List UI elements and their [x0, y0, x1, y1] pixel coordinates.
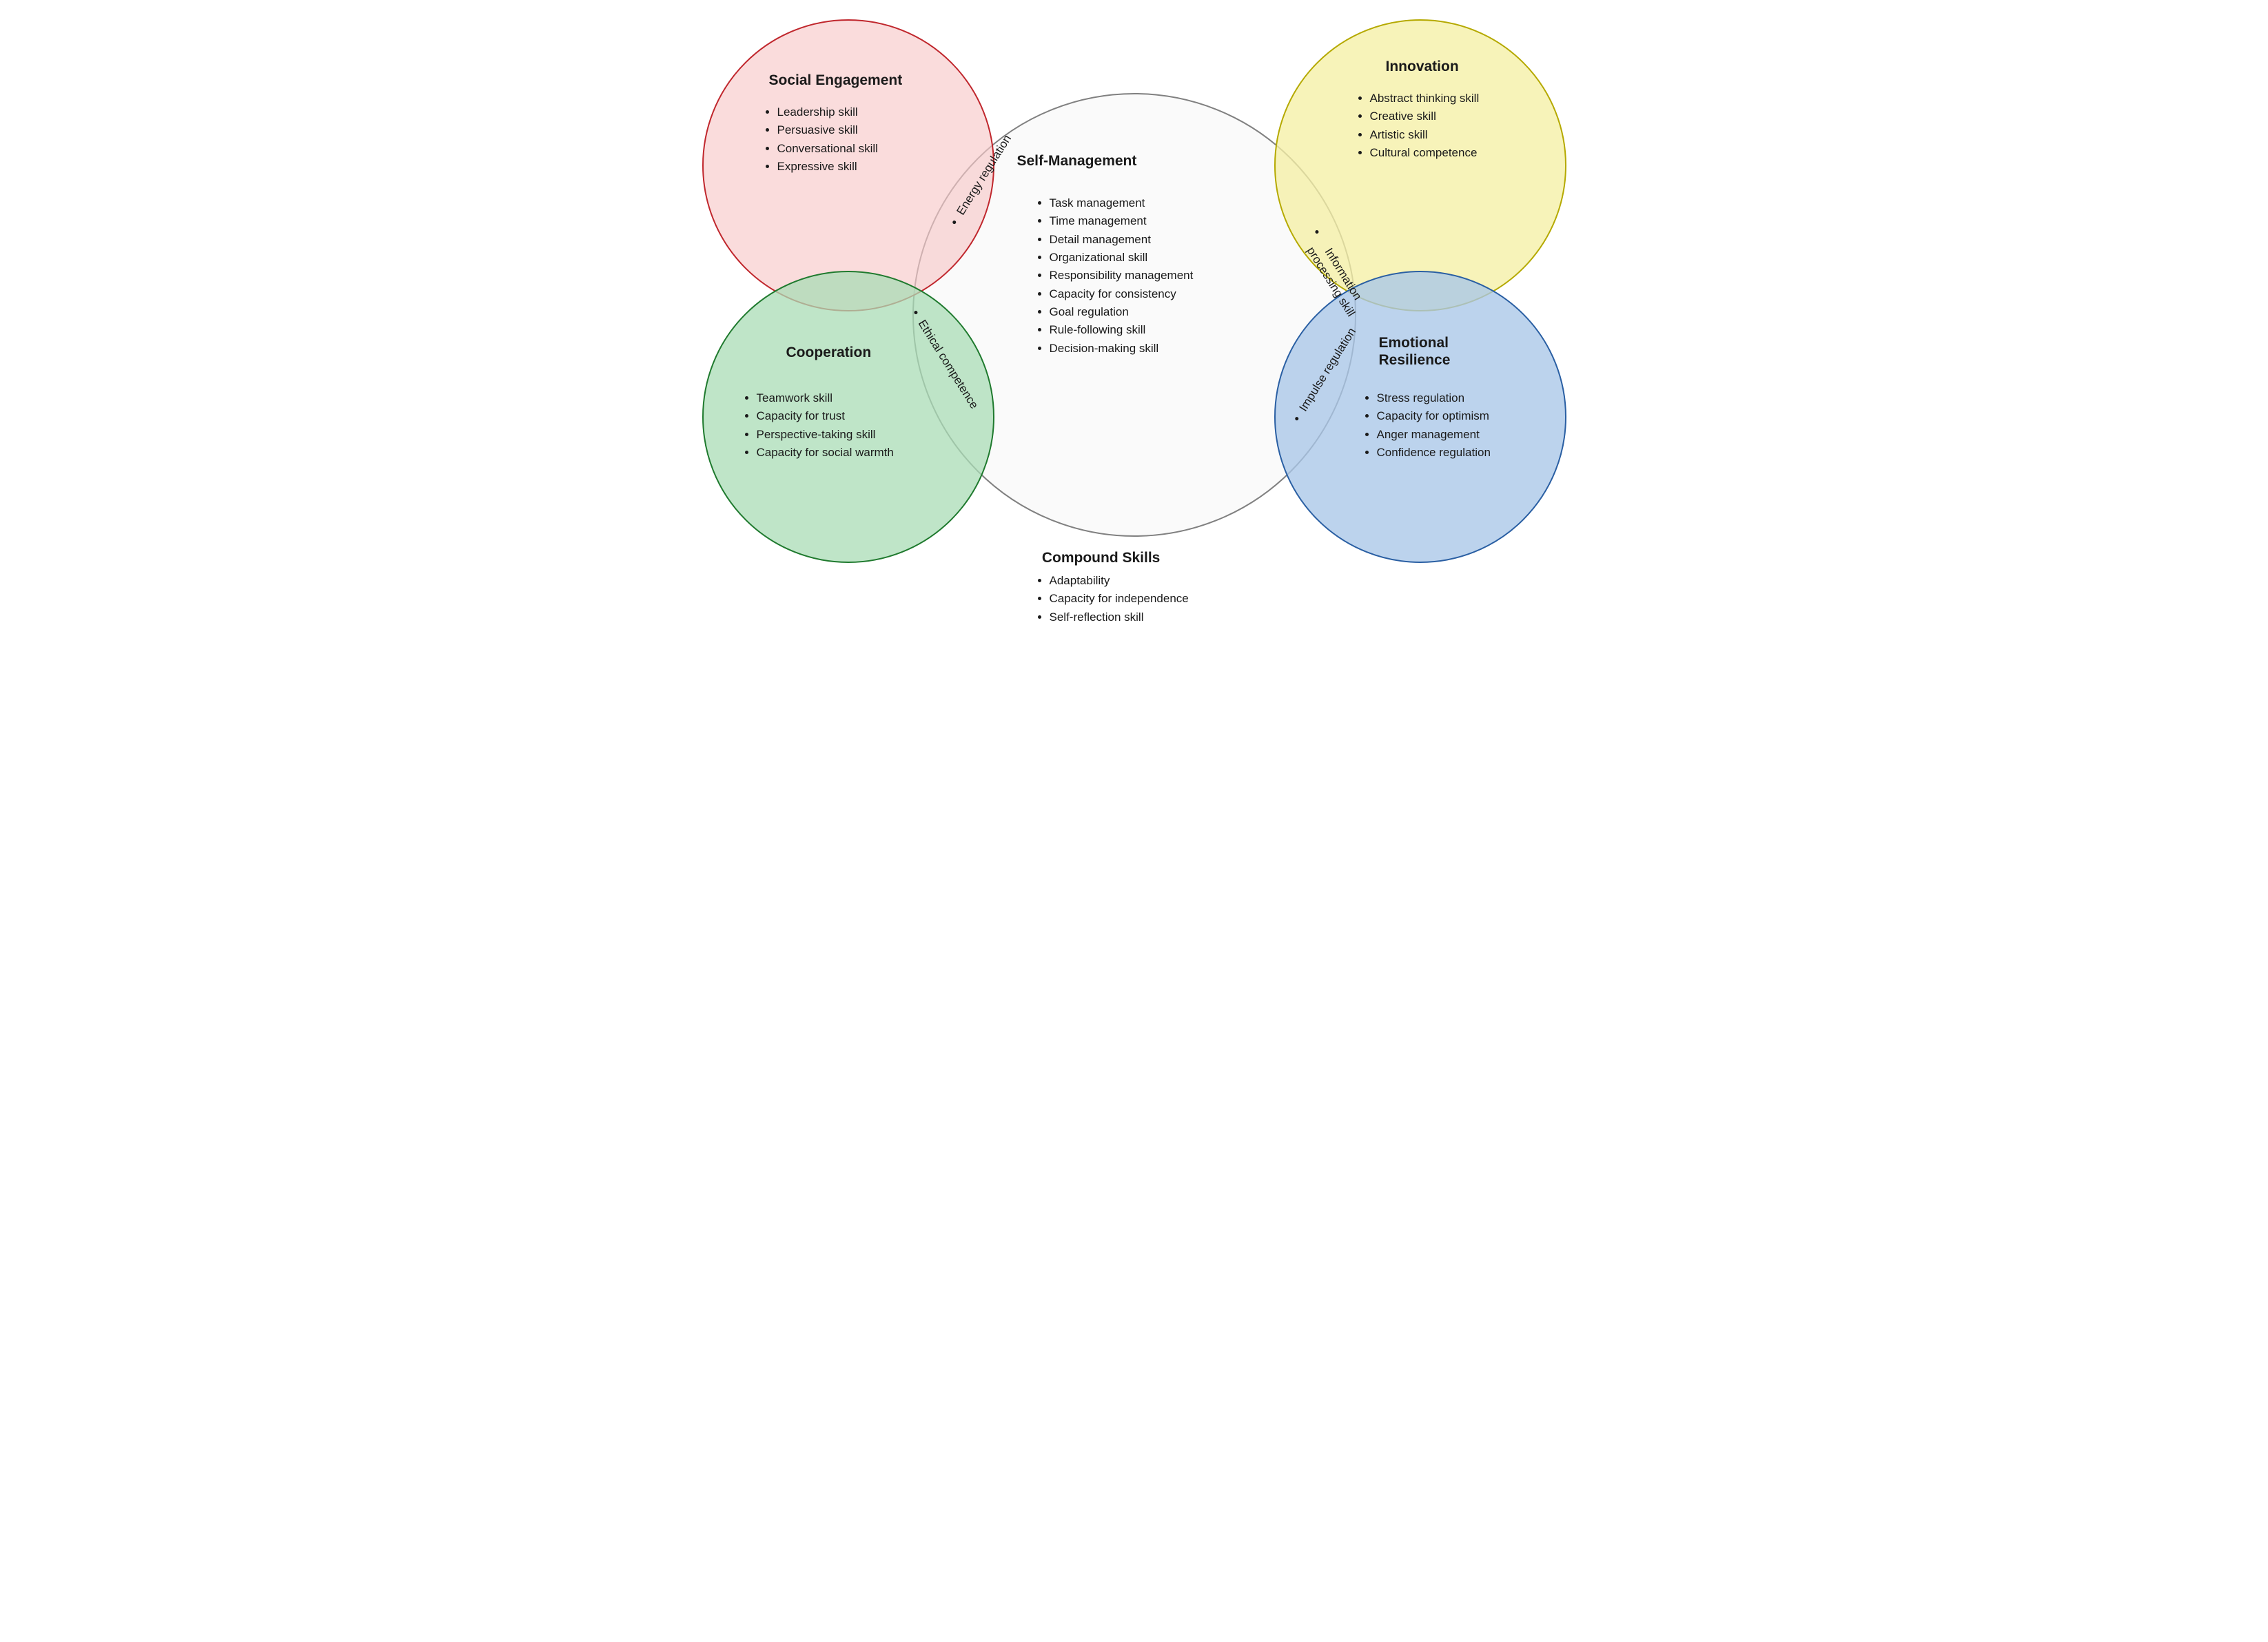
social-engagement-list: Leadership skill Persuasive skill Conver…: [762, 103, 878, 176]
list-item: Confidence regulation: [1377, 444, 1491, 462]
list-item: Stress regulation: [1377, 389, 1491, 407]
list-item: Conversational skill: [777, 140, 878, 158]
compound-list: Adaptability Capacity for independence S…: [1034, 572, 1189, 626]
emotional-resilience-circle: Emotional Resilience Stress regulation C…: [1274, 271, 1566, 563]
list-item: Capacity for consistency: [1050, 285, 1194, 303]
center-title: Self-Management: [1017, 153, 1137, 170]
cooperation-circle: Cooperation Teamwork skill Capacity for …: [702, 271, 994, 563]
list-item: Responsibility management: [1050, 267, 1194, 285]
list-item: Rule-following skill: [1050, 321, 1194, 339]
emotional-resilience-list: Stress regulation Capacity for optimism …: [1362, 389, 1491, 462]
cooperation-list: Teamwork skill Capacity for trust Perspe…: [742, 389, 894, 462]
social-engagement-circle: Social Engagement Leadership skill Persu…: [702, 19, 994, 311]
social-engagement-title: Social Engagement: [769, 72, 903, 89]
list-item: Leadership skill: [777, 103, 878, 121]
emotional-resilience-title-line2: Resilience: [1379, 352, 1451, 368]
compound-skills-block: Compound Skills Adaptability Capacity fo…: [1014, 550, 1189, 626]
list-item: Capacity for trust: [757, 407, 894, 425]
list-item: Abstract thinking skill: [1370, 90, 1480, 107]
list-item: Goal regulation: [1050, 303, 1194, 321]
list-item: Perspective-taking skill: [757, 426, 894, 444]
list-item: Adaptability: [1050, 572, 1189, 590]
list-item: Organizational skill: [1050, 249, 1194, 267]
innovation-list: Abstract thinking skill Creative skill A…: [1355, 90, 1480, 162]
emotional-resilience-title-line1: Emotional: [1379, 335, 1449, 351]
list-item: Self-reflection skill: [1050, 608, 1189, 626]
list-item: Artistic skill: [1370, 126, 1480, 144]
list-item: Teamwork skill: [757, 389, 894, 407]
list-item: Creative skill: [1370, 107, 1480, 125]
cooperation-title: Cooperation: [786, 345, 872, 361]
list-item: Detail management: [1050, 231, 1194, 249]
list-item: Anger management: [1377, 426, 1491, 444]
diagram-stage: Self-Management Task management Time man…: [693, 0, 1575, 639]
compound-title: Compound Skills: [1014, 550, 1189, 566]
list-item: Capacity for independence: [1050, 590, 1189, 608]
list-item: Expressive skill: [777, 158, 878, 176]
list-item: Capacity for optimism: [1377, 407, 1491, 425]
center-list: Task management Time management Detail m…: [1034, 194, 1194, 358]
list-item: Time management: [1050, 212, 1194, 230]
list-item: Cultural competence: [1370, 144, 1480, 162]
list-item: Decision-making skill: [1050, 340, 1194, 358]
innovation-title: Innovation: [1386, 59, 1459, 75]
list-item: Task management: [1050, 194, 1194, 212]
emotional-resilience-title: Emotional Resilience: [1379, 334, 1451, 369]
list-item: Capacity for social warmth: [757, 444, 894, 462]
list-item: Persuasive skill: [777, 121, 878, 139]
